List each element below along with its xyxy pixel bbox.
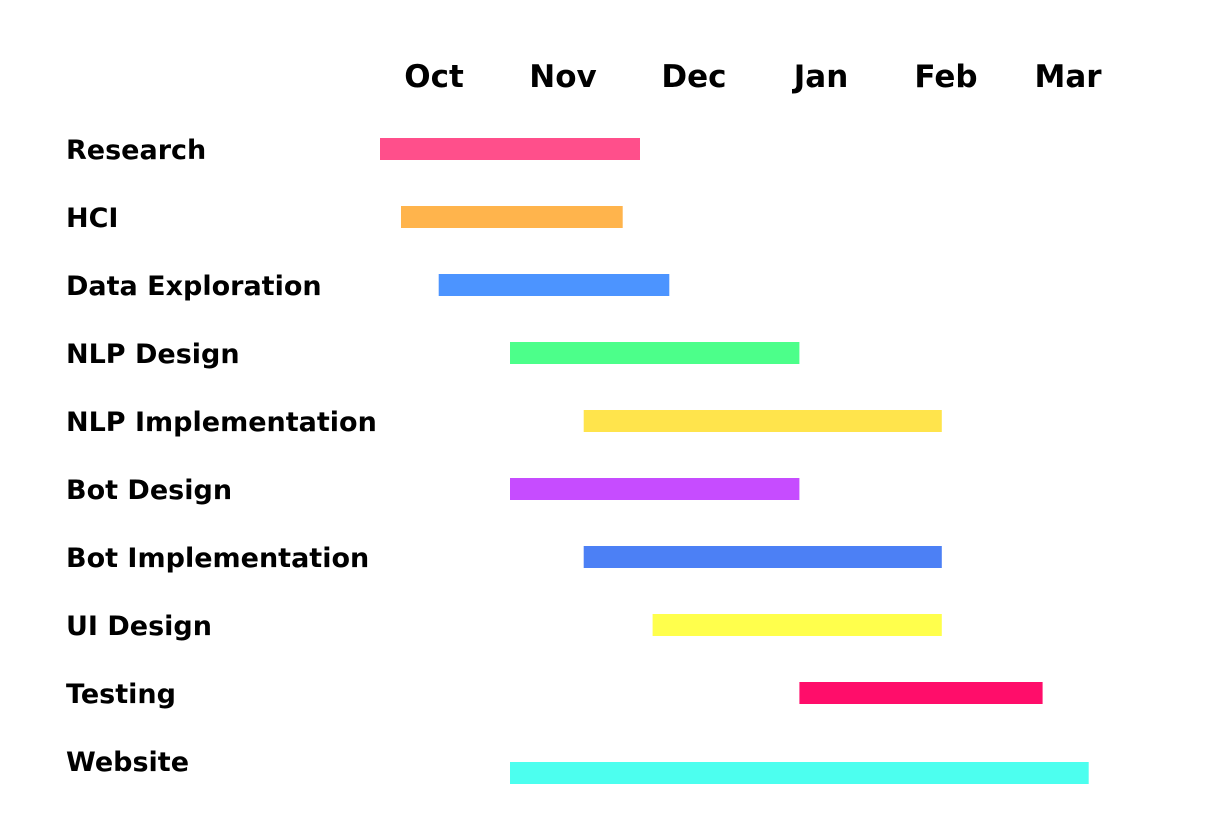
task-bars (380, 138, 1089, 784)
task-label-data-exploration: Data Exploration (66, 271, 322, 302)
month-label-oct: Oct (404, 59, 464, 95)
task-bar-ui-design (652, 614, 942, 636)
task-bar-nlp-implementation (583, 410, 942, 432)
task-label-testing: Testing (66, 679, 176, 710)
task-bar-bot-design (510, 478, 800, 500)
month-axis: Oct Nov Dec Jan Feb Mar (404, 59, 1102, 95)
month-label-jan: Jan (792, 59, 849, 95)
task-bar-hci (401, 206, 623, 228)
month-label-dec: Dec (661, 59, 726, 95)
task-label-bot-design: Bot Design (66, 475, 232, 506)
task-bar-data-exploration (438, 274, 670, 296)
month-label-nov: Nov (529, 59, 596, 95)
task-label-research: Research (66, 135, 206, 166)
task-bar-research (380, 138, 640, 160)
task-label-ui-design: UI Design (66, 611, 212, 642)
task-label-hci: HCI (66, 203, 118, 234)
task-label-nlp-design: NLP Design (66, 339, 240, 370)
task-bar-nlp-design (510, 342, 800, 364)
task-label-website: Website (66, 747, 189, 778)
task-label-column: Research HCI Data Exploration NLP Design NLP… (66, 135, 377, 778)
task-bar-bot-implementation (583, 546, 942, 568)
task-bar-website (510, 762, 1089, 784)
task-label-nlp-implementation: NLP Implementation (66, 407, 377, 438)
task-label-bot-implementation: Bot Implementation (66, 543, 369, 574)
task-bar-testing (799, 682, 1043, 704)
month-label-feb: Feb (914, 59, 977, 95)
month-label-mar: Mar (1034, 59, 1102, 95)
